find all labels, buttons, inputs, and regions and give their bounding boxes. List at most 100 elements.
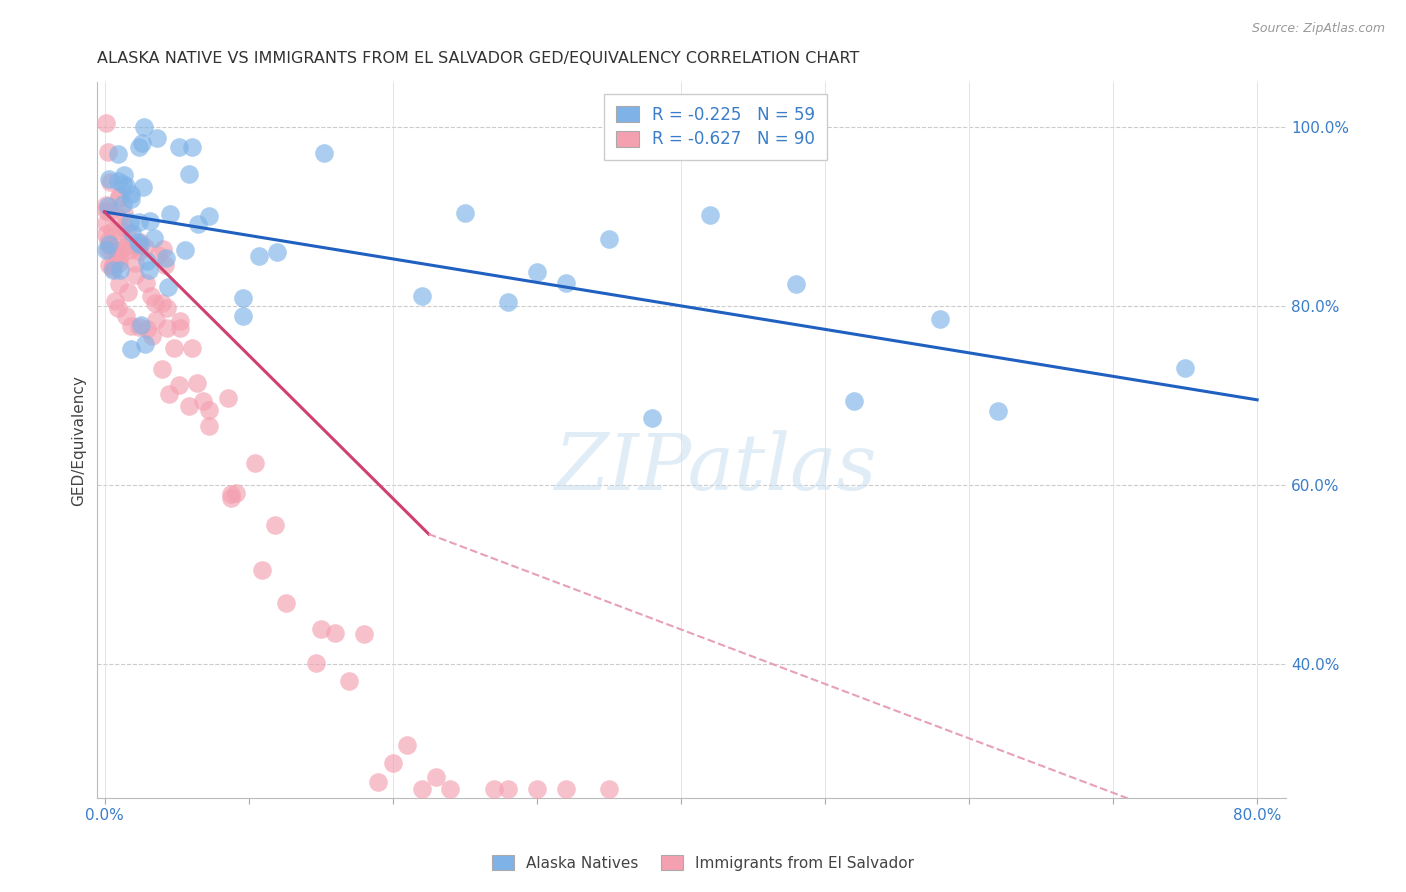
Point [396, 738, 419, 752]
Point [699, 208, 721, 222]
Point [263, 518, 285, 533]
Point [105, 250, 128, 264]
Point [129, 318, 152, 332]
Point [131, 136, 153, 150]
Point [117, 285, 139, 299]
Point [250, 564, 273, 578]
Legend: Alaska Natives, Immigrants from El Salvador: Alaska Natives, Immigrants from El Salva… [484, 846, 922, 880]
Point [115, 309, 138, 323]
Point [115, 178, 138, 193]
Point [217, 391, 239, 405]
Point [367, 775, 389, 789]
Point [117, 239, 139, 253]
Point [112, 169, 135, 183]
Y-axis label: GED/Equivalency: GED/Equivalency [72, 375, 86, 506]
Point [128, 215, 150, 229]
Point [128, 320, 150, 334]
Point [132, 180, 155, 194]
Point [108, 189, 131, 203]
Point [156, 321, 179, 335]
Point [152, 243, 174, 257]
Point [107, 210, 129, 224]
Text: Source: ZipAtlas.com: Source: ZipAtlas.com [1251, 22, 1385, 36]
Point [101, 258, 124, 272]
Point [526, 265, 548, 279]
Point [96, 198, 118, 212]
Point [98, 175, 121, 189]
Point [439, 782, 461, 797]
Point [107, 256, 129, 270]
Point [177, 399, 200, 413]
Point [198, 418, 221, 433]
Point [124, 268, 146, 283]
Point [121, 227, 143, 241]
Point [97, 258, 120, 272]
Point [127, 235, 149, 249]
Point [177, 167, 200, 181]
Point [94, 243, 117, 257]
Point [143, 296, 166, 310]
Point [225, 485, 247, 500]
Point [381, 756, 404, 771]
Point [136, 322, 159, 336]
Point [785, 277, 807, 292]
Point [266, 245, 288, 260]
Point [107, 301, 129, 315]
Point [120, 342, 142, 356]
Point [94, 216, 117, 230]
Point [146, 131, 169, 145]
Point [157, 387, 180, 401]
Point [129, 237, 152, 252]
Point [138, 263, 160, 277]
Point [135, 276, 157, 290]
Point [111, 197, 134, 211]
Point [101, 263, 124, 277]
Point [187, 217, 209, 231]
Point [641, 411, 664, 425]
Point [309, 622, 332, 636]
Point [180, 139, 202, 153]
Point [323, 626, 346, 640]
Point [219, 491, 242, 505]
Point [156, 301, 179, 316]
Point [128, 140, 150, 154]
Point [425, 770, 447, 784]
Point [219, 487, 242, 501]
Point [141, 329, 163, 343]
Point [173, 243, 195, 257]
Point [169, 320, 191, 334]
Point [117, 244, 139, 258]
Point [142, 231, 165, 245]
Point [598, 782, 620, 797]
Point [94, 116, 117, 130]
Point [112, 177, 135, 191]
Point [97, 198, 120, 212]
Point [97, 242, 120, 256]
Point [134, 120, 156, 135]
Point [496, 782, 519, 797]
Point [554, 782, 576, 797]
Point [118, 215, 141, 229]
Point [112, 220, 135, 235]
Point [305, 656, 328, 670]
Point [101, 224, 124, 238]
Point [157, 280, 180, 294]
Point [108, 191, 131, 205]
Point [169, 314, 191, 328]
Point [496, 295, 519, 310]
Point [526, 782, 548, 797]
Point [167, 378, 190, 392]
Point [232, 291, 254, 305]
Point [198, 210, 221, 224]
Point [411, 289, 433, 303]
Point [120, 186, 142, 201]
Point [97, 172, 120, 186]
Point [108, 263, 131, 277]
Point [124, 256, 146, 270]
Point [167, 139, 190, 153]
Point [929, 312, 952, 326]
Point [112, 206, 135, 220]
Point [128, 244, 150, 258]
Point [148, 248, 170, 262]
Point [101, 260, 124, 275]
